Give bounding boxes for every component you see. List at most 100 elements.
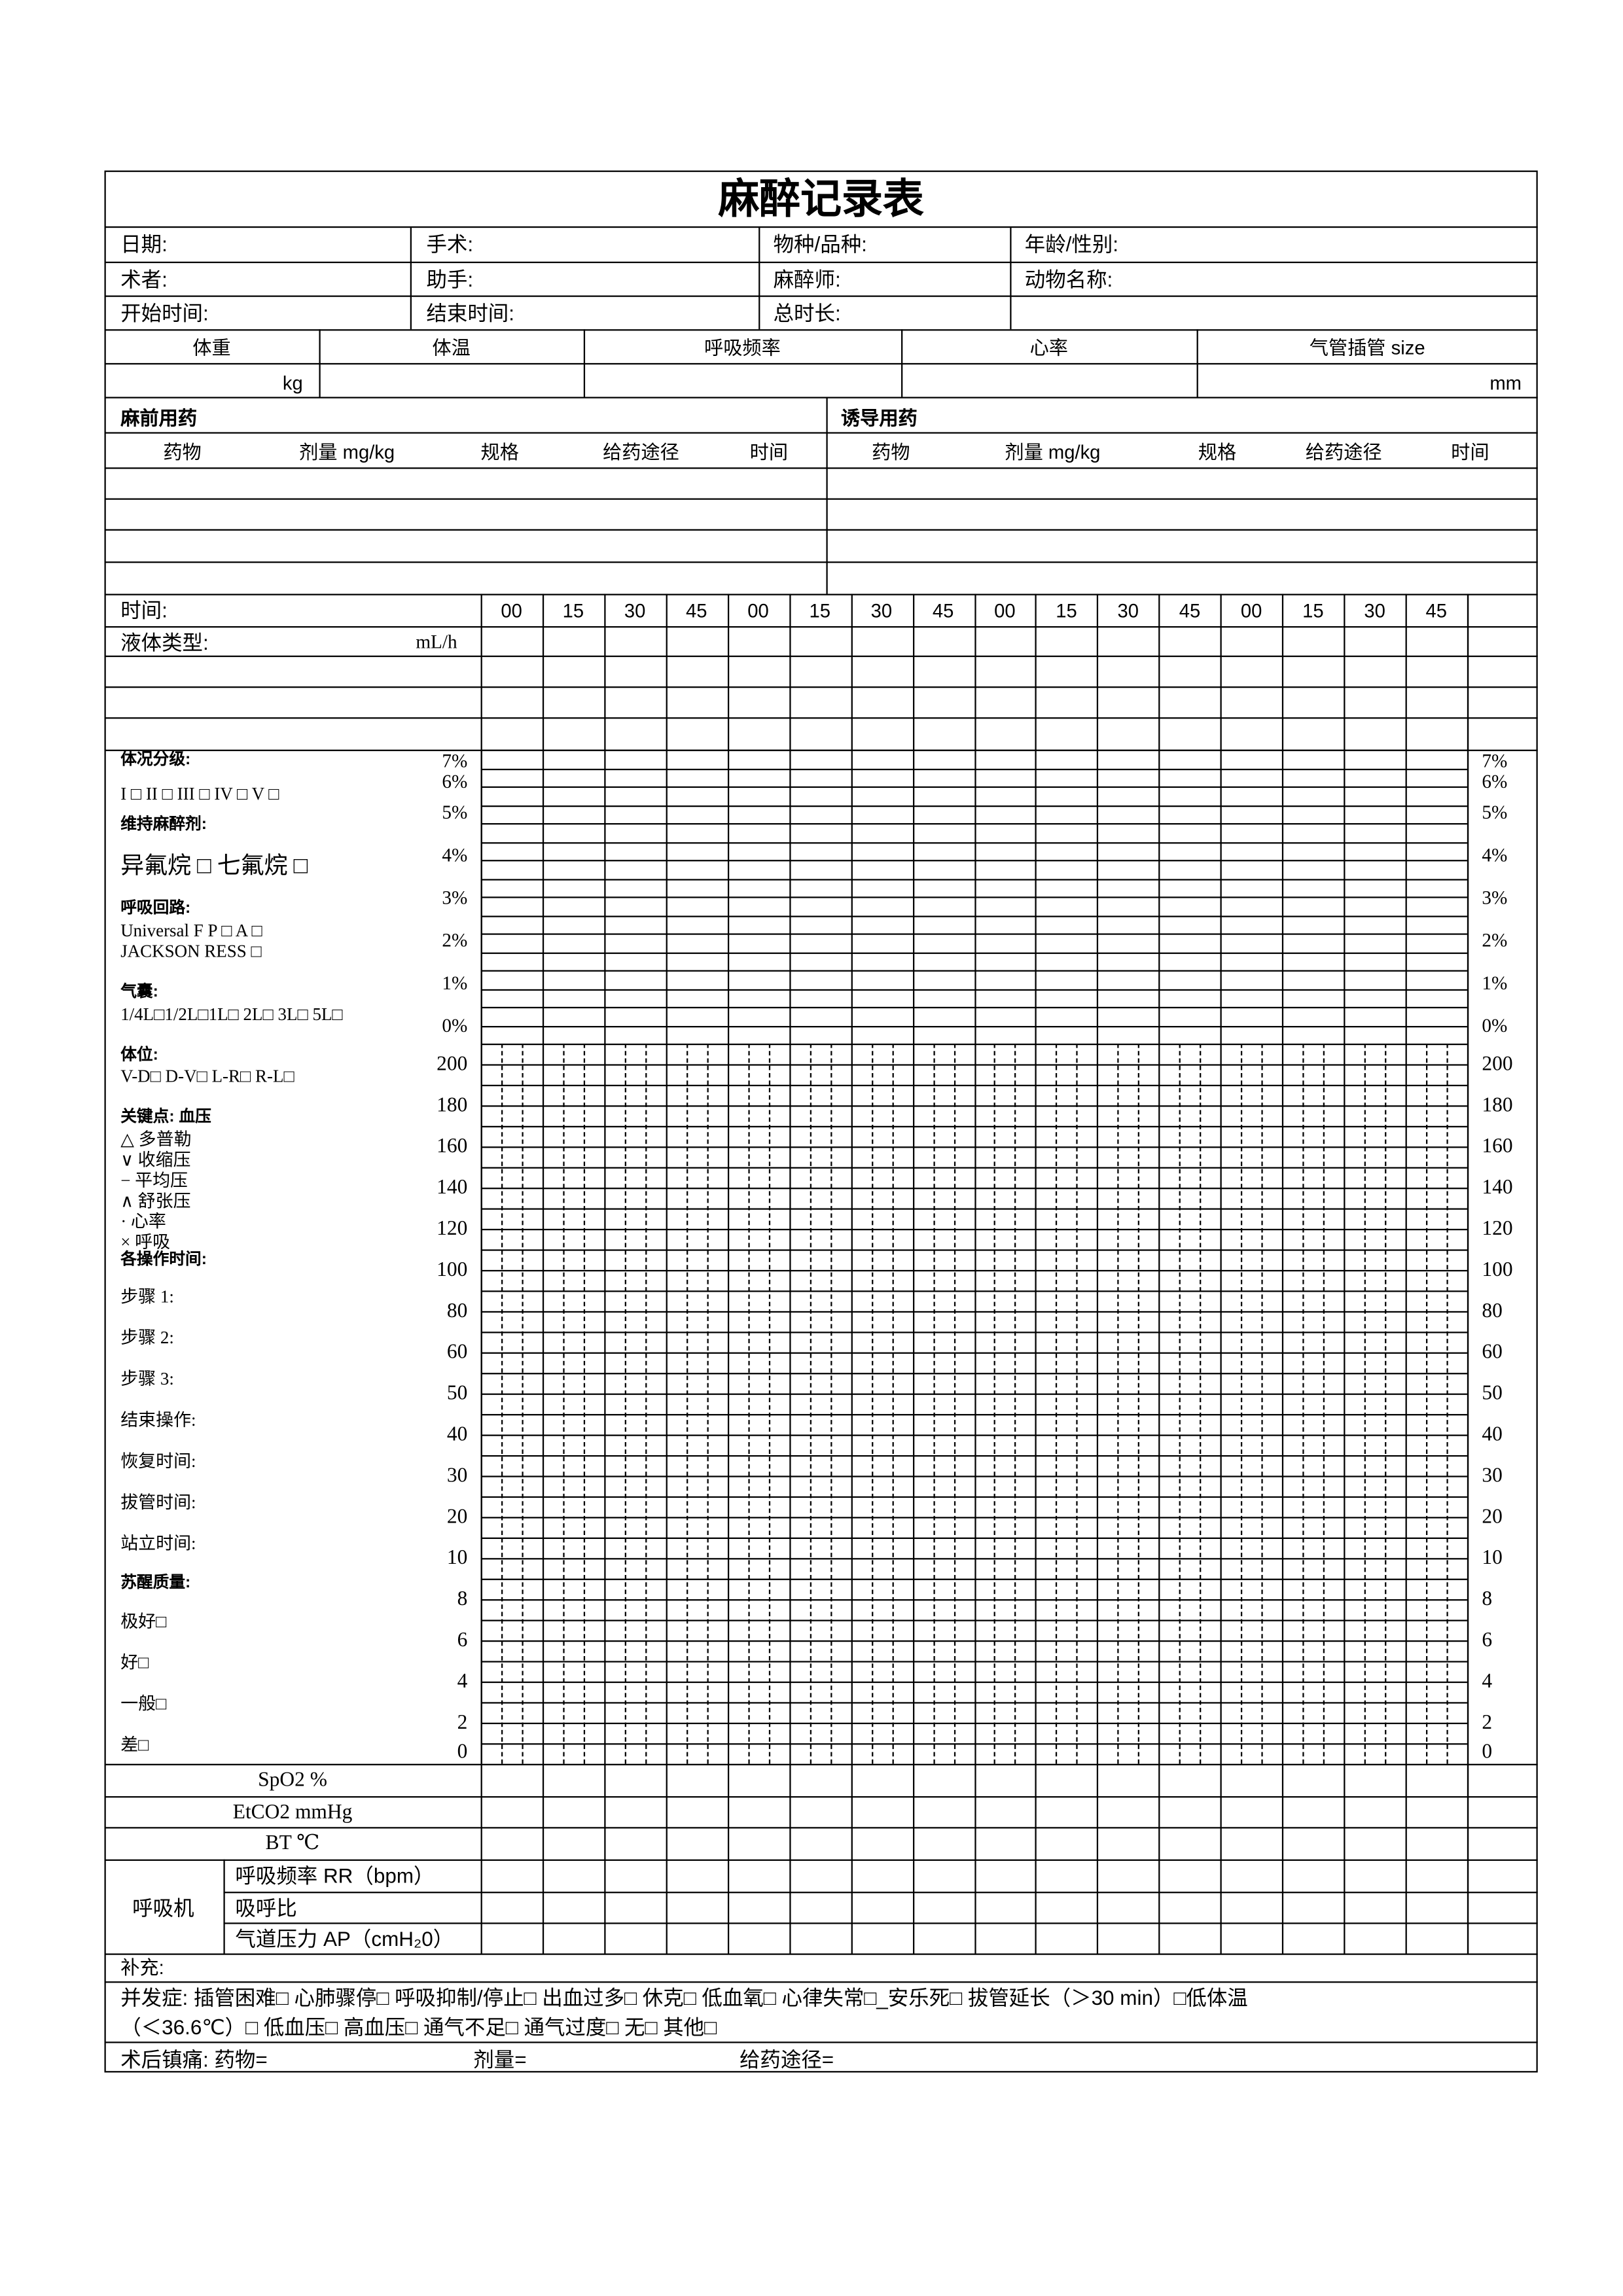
grid-line (480, 896, 1467, 898)
bp-axis-tick: 140 (1482, 1177, 1513, 1200)
grid-line (1302, 1043, 1304, 1764)
grid-line (410, 226, 412, 330)
grid-line (1118, 1043, 1120, 1764)
grid-line (104, 397, 1538, 398)
bp-axis-tick: 4 (1482, 1671, 1493, 1693)
bp-axis-tick: 120 (1482, 1218, 1513, 1241)
grid-line (104, 295, 1538, 297)
grid-line (758, 226, 760, 330)
grid-line (480, 951, 1467, 953)
grid-line (480, 749, 1467, 751)
grid-line (104, 329, 1538, 331)
time-slot-label: 00 (994, 599, 1016, 622)
grid-line (603, 593, 606, 1954)
time-slot-label: 15 (1302, 599, 1324, 622)
grid-line (480, 1537, 1467, 1539)
grid-line (706, 1043, 709, 1764)
bp-axis-tick: 160 (437, 1136, 468, 1159)
bp-axis-tick: 2 (1482, 1712, 1493, 1735)
ventilator-row-label: 气道压力 AP（cmH₂0） (235, 1927, 454, 1951)
grid-line (480, 768, 1467, 769)
left-panel-item: 步骤 2: (120, 1327, 174, 1348)
grid-line (1015, 1043, 1017, 1764)
left-panel-item: 呼吸回路: (120, 899, 191, 917)
left-panel-item: V-D□ D-V□ L-R□ R-L□ (120, 1065, 294, 1087)
grid-line (686, 1043, 688, 1764)
grid-line (480, 1496, 1467, 1498)
grid-line (789, 593, 791, 1954)
gas-axis-tick: 3% (1482, 886, 1508, 909)
grid-line (1200, 1043, 1202, 1764)
analgesia-drug-label: 术后镇痛: 药物= (120, 2047, 268, 2072)
grid-line (480, 1619, 1467, 1621)
grid-line (480, 1681, 1467, 1684)
left-panel-item: I □ II □ III □ IV □ V □ (120, 783, 279, 804)
grid-line (480, 988, 1467, 990)
vitals-header: 体温 (432, 336, 471, 359)
grid-line (480, 878, 1467, 880)
left-panel-item: ∨ 收缩压 (120, 1149, 191, 1171)
grid-line (480, 1578, 1467, 1580)
gas-axis-tick: 5% (442, 801, 468, 823)
time-slot-label: 30 (870, 599, 893, 622)
induction-column-header: 时间 (1451, 440, 1489, 463)
time-slot-label: 15 (809, 599, 830, 622)
left-panel-item: 好□ (120, 1651, 149, 1673)
grid-line (666, 593, 668, 1954)
bp-axis-tick: 200 (1482, 1053, 1513, 1076)
grid-line (974, 593, 976, 1954)
grid-line (480, 1373, 1467, 1375)
section-title: 诱导用药 (840, 407, 918, 429)
left-panel-item: 结束操作: (120, 1409, 196, 1430)
vitals-header: 心率 (1029, 336, 1069, 359)
grid-line (104, 626, 1538, 628)
supplement-label: 补充: (120, 1956, 164, 1979)
unit-label: mL/h (416, 630, 457, 653)
ventilator-label: 呼吸机 (132, 1896, 194, 1920)
time-slot-label: 45 (932, 599, 954, 622)
grid-line (104, 2041, 1538, 2043)
grid-line (480, 860, 1467, 862)
grid-line (480, 1208, 1467, 1210)
time-slot-label: 45 (1179, 599, 1201, 622)
grid-line (480, 915, 1467, 917)
grid-line (223, 1859, 225, 1954)
premed-column-header: 药物 (163, 440, 202, 463)
grid-line (480, 1434, 1467, 1436)
left-panel-item: Universal F P □ A □ (120, 920, 262, 941)
left-panel-item: 维持麻醉剂: (120, 815, 207, 834)
grid-line (480, 1558, 1467, 1560)
page-title: 麻醉记录表 (718, 176, 924, 222)
grid-line (912, 593, 914, 1954)
left-panel-item: 体位: (120, 1046, 158, 1065)
bp-axis-tick: 10 (1482, 1547, 1503, 1570)
bp-axis-tick: 100 (437, 1260, 468, 1282)
grid-line (501, 1043, 503, 1764)
grid-line (1364, 1043, 1366, 1764)
info-field-label: 开始时间: (120, 301, 209, 325)
premed-column-header: 时间 (749, 440, 789, 463)
grid-line (1446, 1043, 1448, 1764)
grid-line (480, 1332, 1467, 1333)
grid-line (480, 1064, 1467, 1066)
time-slot-label: 30 (624, 599, 646, 622)
grid-line (542, 593, 544, 1954)
bp-axis-tick: 60 (446, 1341, 468, 1364)
premed-column-header: 规格 (480, 440, 519, 463)
left-panel-item: 步骤 3: (120, 1368, 174, 1389)
analgesia-route-label: 给药途径= (739, 2047, 834, 2072)
unit-label: mm (1489, 372, 1522, 395)
ventilator-row-label: 呼吸频率 RR（bpm） (235, 1863, 435, 1888)
bp-axis-tick: 0 (1482, 1741, 1493, 1764)
left-panel-item: 差□ (120, 1734, 149, 1756)
bp-axis-tick: 80 (1482, 1301, 1503, 1323)
fluid-type-label: 液体类型: (120, 630, 209, 654)
time-slot-label: 00 (1240, 599, 1262, 622)
form-border (104, 170, 1538, 2073)
gas-axis-tick: 3% (442, 886, 468, 909)
grid-line (104, 432, 1538, 434)
time-slot-label: 45 (1425, 599, 1448, 622)
grid-line (994, 1043, 996, 1764)
grid-line (480, 1393, 1467, 1395)
grid-line (480, 1025, 1467, 1027)
